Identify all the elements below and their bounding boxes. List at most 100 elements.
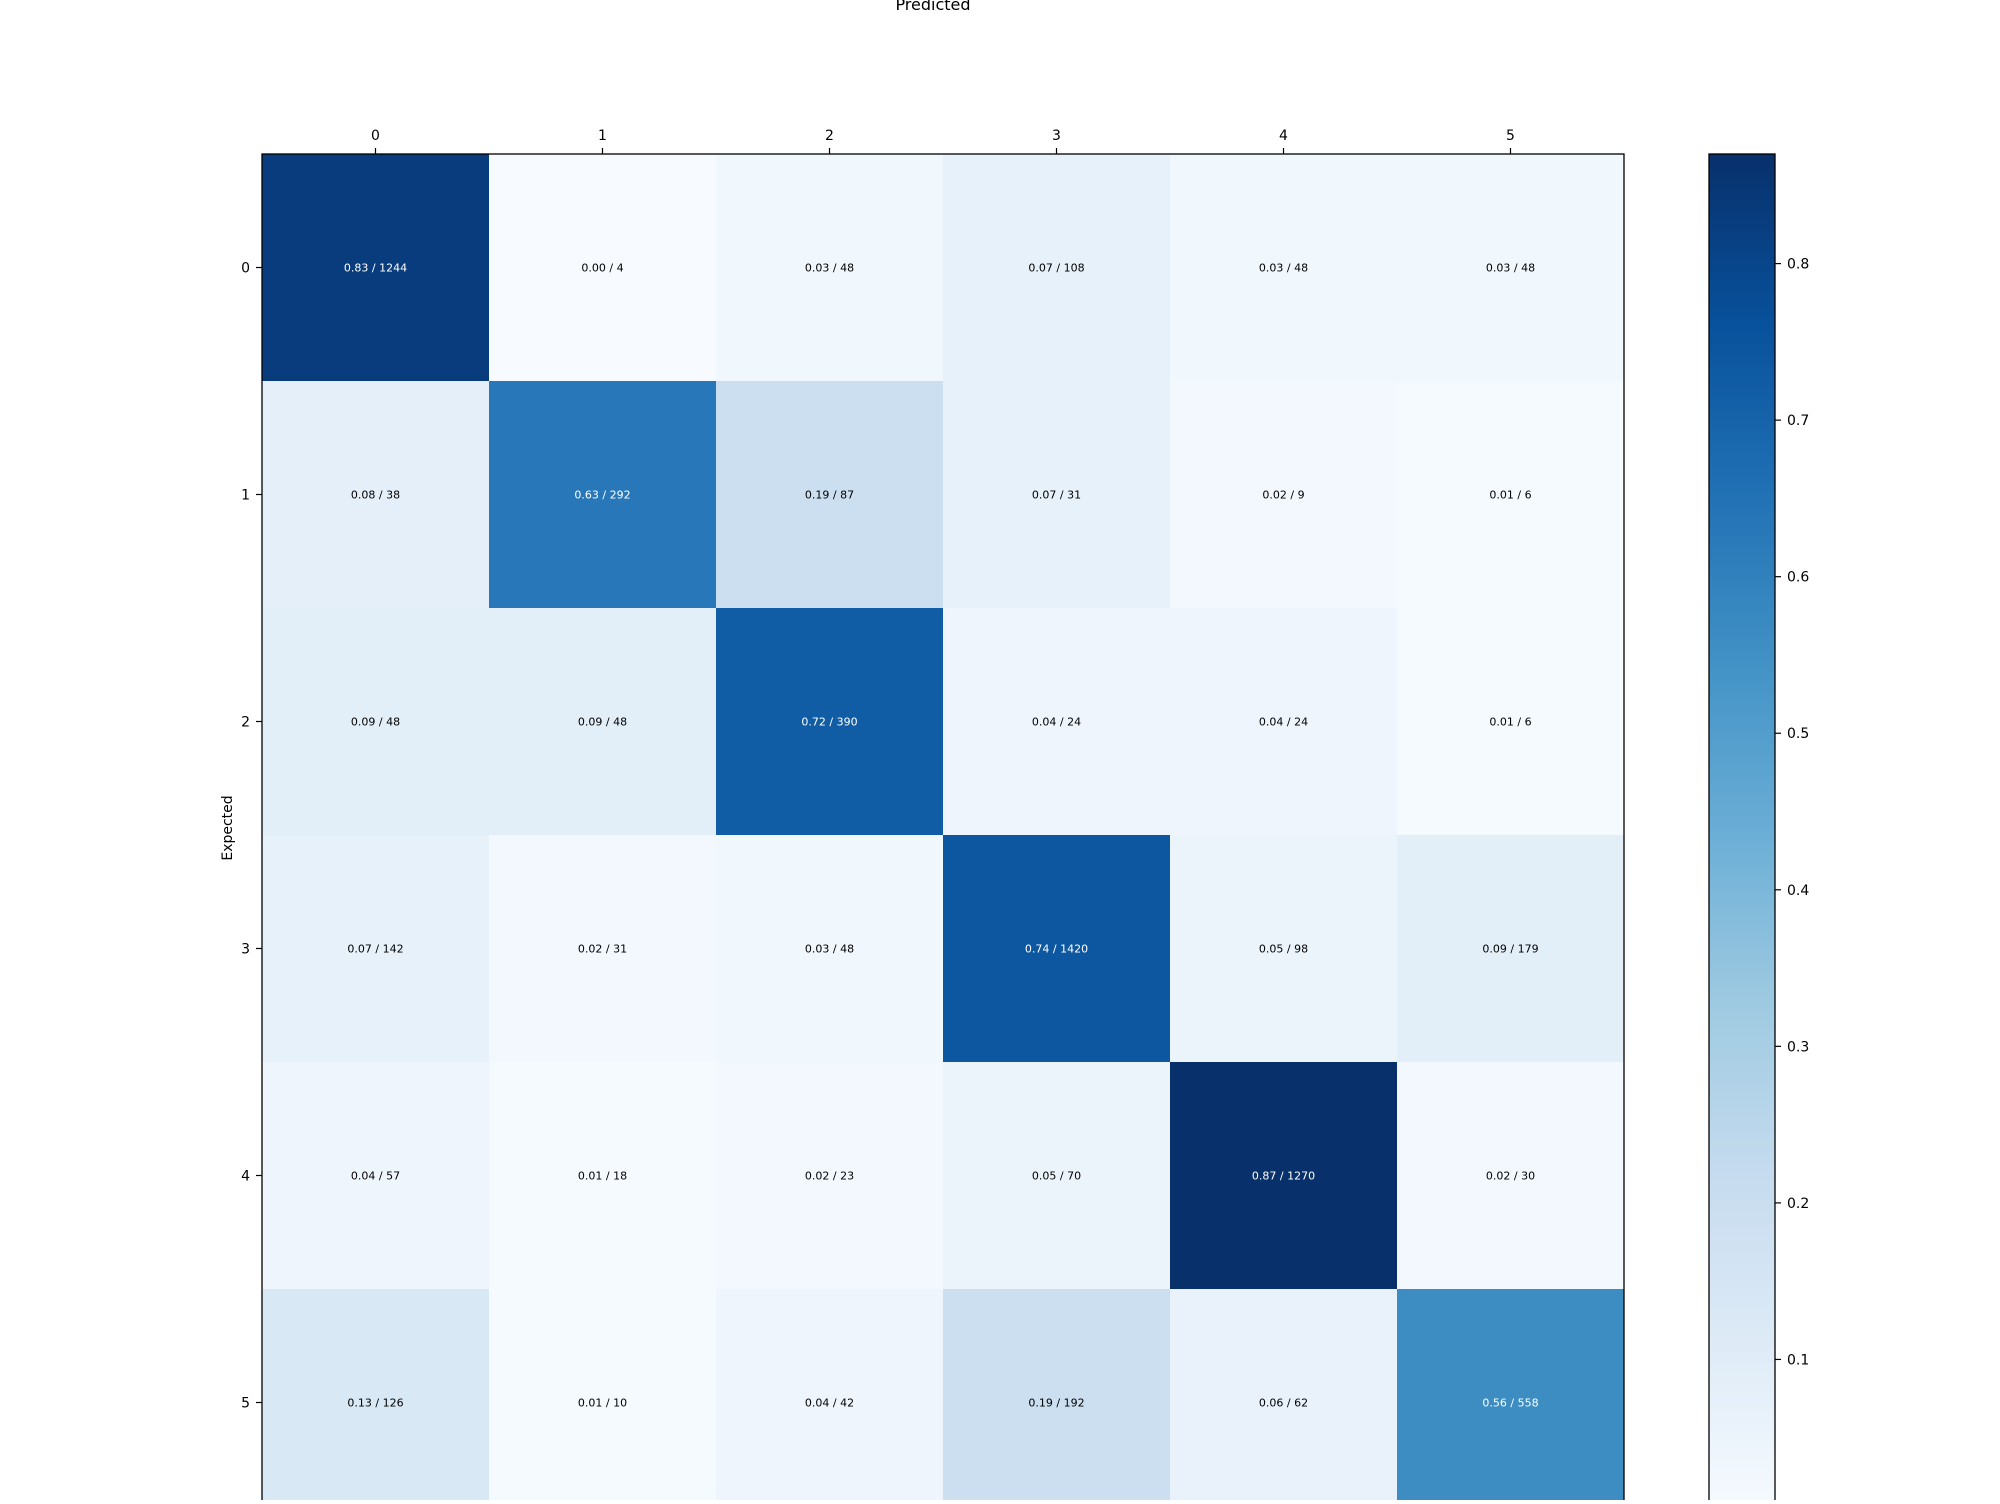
cell-label: 0.03 / 48 [805,262,854,275]
y-tick-label: 5 [241,1396,250,1412]
heatmap-cell [943,835,1171,1063]
heatmap-cell [262,381,490,609]
cell-label: 0.09 / 48 [351,716,400,729]
x-tick-label: 0 [371,128,380,144]
heatmap-cell [1397,154,1625,382]
cell-label: 0.03 / 48 [1486,262,1535,275]
cell-label: 0.13 / 126 [347,1397,403,1410]
heatmap-cell [943,1289,1171,1504]
y-axis-ticks: 0 1 2 3 4 5 [241,261,262,1412]
heatmap-cell [262,835,490,1063]
cell-label: 0.02 / 30 [1486,1170,1535,1183]
colorbar-tick-label: 0.6 [1787,570,1809,586]
heatmap-cell [489,608,717,836]
cell-labels: 0.83 / 1244 0.00 / 4 0.03 / 48 0.07 / 108 0.… [344,262,1539,1410]
cell-label: 0.05 / 98 [1259,943,1308,956]
x-axis-title: Predicted [895,0,970,14]
cell-label: 0.03 / 48 [805,943,854,956]
x-tick-label: 3 [1052,128,1061,144]
cell-label: 0.01 / 10 [578,1397,627,1410]
heatmap-cell [1170,1289,1398,1504]
cell-label: 0.07 / 142 [347,943,403,956]
cell-label: 0.07 / 108 [1028,262,1084,275]
cell-label: 0.74 / 1420 [1025,943,1088,956]
heatmap-cell [716,835,944,1063]
colorbar-ticks: 0.1 0.2 0.3 0.4 0.5 0.6 0.7 0.8 [1775,257,1809,1368]
colorbar-tick-label: 0.8 [1787,257,1809,273]
colorbar-tick-label: 0.5 [1787,726,1809,742]
heatmap-cell [262,1062,490,1290]
heatmap-cell [716,1289,944,1504]
y-tick-label: 1 [241,488,250,504]
cell-label: 0.19 / 87 [805,489,854,502]
cell-label: 0.09 / 48 [578,716,627,729]
cell-label: 0.02 / 23 [805,1170,854,1183]
heatmap-cell [1170,608,1398,836]
x-tick-label: 4 [1279,128,1288,144]
heatmap-cell [943,381,1171,609]
heatmap-cell [716,154,944,382]
cell-label: 0.05 / 70 [1032,1170,1081,1183]
colorbar-tick-label: 0.2 [1787,1196,1809,1212]
y-axis-title: Expected [220,795,236,860]
x-tick-label: 2 [825,128,834,144]
cell-label: 0.19 / 192 [1028,1397,1084,1410]
colorbar-tick-label: 0.1 [1787,1352,1809,1368]
cell-label: 0.72 / 390 [801,716,857,729]
heatmap-cell [489,381,717,609]
heatmap-cell [1397,381,1625,609]
plot-frame [261,153,1625,1504]
heatmap-cell [943,608,1171,836]
heatmap-cell [1170,154,1398,382]
heatmap-cell [489,1062,717,1290]
cell-label: 0.04 / 42 [805,1397,854,1410]
heatmap-cells [262,154,1625,1504]
heatmap-cell [1170,1062,1398,1290]
cell-label: 0.08 / 38 [351,489,400,502]
y-tick-label: 0 [241,261,250,277]
heatmap-cell [262,1289,490,1504]
colorbar-tick-label: 0.4 [1787,883,1809,899]
cell-label: 0.56 / 558 [1482,1397,1538,1410]
cell-label: 0.87 / 1270 [1252,1170,1315,1183]
heatmap-cell [716,1062,944,1290]
heatmap-cell [1397,835,1625,1063]
cell-label: 0.02 / 9 [1262,489,1304,502]
cell-label: 0.04 / 57 [351,1170,400,1183]
heatmap-cell [716,381,944,609]
heatmap-cell [1170,381,1398,609]
heatmap-cell [1170,835,1398,1063]
cell-label: 0.03 / 48 [1259,262,1308,275]
colorbar-tick-label: 0.3 [1787,1039,1809,1055]
cell-label: 0.01 / 6 [1489,489,1531,502]
x-axis-ticks: 0 1 2 3 4 5 [371,128,1515,154]
heatmap-cell [489,835,717,1063]
heatmap-cell [489,1289,717,1504]
y-tick-label: 3 [241,942,250,958]
cell-label: 0.09 / 179 [1482,943,1538,956]
cell-label: 0.00 / 4 [581,262,623,275]
cell-label: 0.01 / 18 [578,1170,627,1183]
heatmap-cell [716,608,944,836]
cell-label: 0.07 / 31 [1032,489,1081,502]
heatmap-cell [1397,608,1625,836]
heatmap-cell [1397,1062,1625,1290]
cell-label: 0.63 / 292 [574,489,630,502]
cell-label: 0.01 / 6 [1489,716,1531,729]
heatmap-cell [262,608,490,836]
x-tick-label: 1 [598,128,607,144]
y-tick-label: 4 [241,1169,250,1185]
heatmap-cell [489,154,717,382]
cell-label: 0.04 / 24 [1032,716,1081,729]
heatmap-cell [943,154,1171,382]
y-tick-label: 2 [241,715,250,731]
x-tick-label: 5 [1506,128,1515,144]
colorbar [1708,153,1776,1504]
cell-label: 0.04 / 24 [1259,716,1308,729]
heatmap-cell [943,1062,1171,1290]
heatmap-cell [1397,1289,1625,1504]
cell-label: 0.06 / 62 [1259,1397,1308,1410]
colorbar-tick-label: 0.7 [1787,413,1809,429]
